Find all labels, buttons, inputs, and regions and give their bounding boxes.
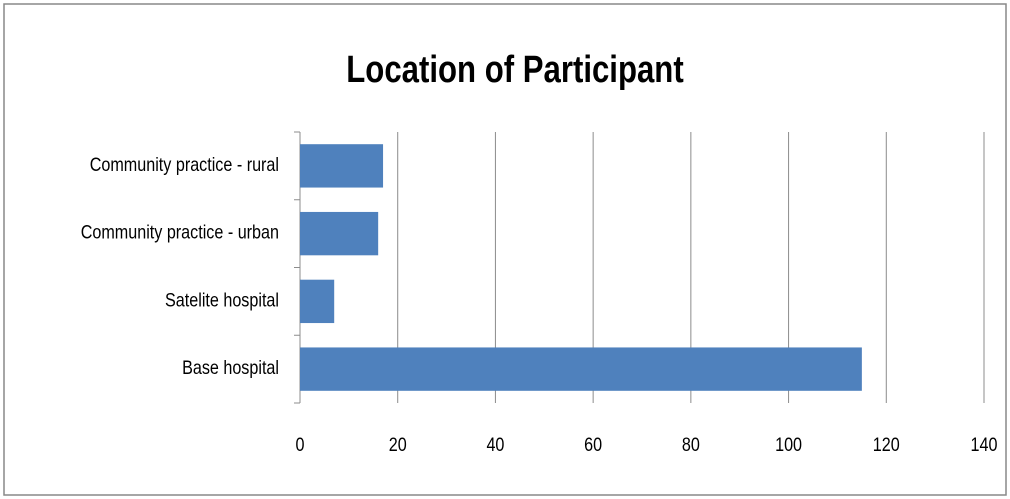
x-tick-label: 20 bbox=[389, 434, 407, 456]
y-tick-label: Satelite hospital bbox=[165, 289, 279, 311]
x-tick-label: 80 bbox=[682, 434, 700, 456]
x-tick-label: 0 bbox=[296, 434, 305, 456]
bar bbox=[300, 347, 862, 391]
bar bbox=[300, 279, 335, 324]
y-tick-label: Community practice - rural bbox=[90, 154, 279, 176]
y-tick-label: Base hospital bbox=[182, 357, 279, 379]
x-tick-label: 60 bbox=[584, 434, 602, 456]
x-tick-label: 140 bbox=[971, 434, 998, 456]
x-tick-label: 120 bbox=[873, 434, 900, 456]
x-tick-label: 100 bbox=[775, 434, 802, 456]
chart-frame bbox=[3, 3, 1007, 496]
chart-title: Location of Participant bbox=[346, 49, 684, 91]
bar bbox=[300, 211, 379, 256]
x-tick-label: 40 bbox=[486, 434, 504, 456]
bar bbox=[300, 144, 384, 188]
y-tick-label: Community practice - urban bbox=[81, 221, 279, 243]
